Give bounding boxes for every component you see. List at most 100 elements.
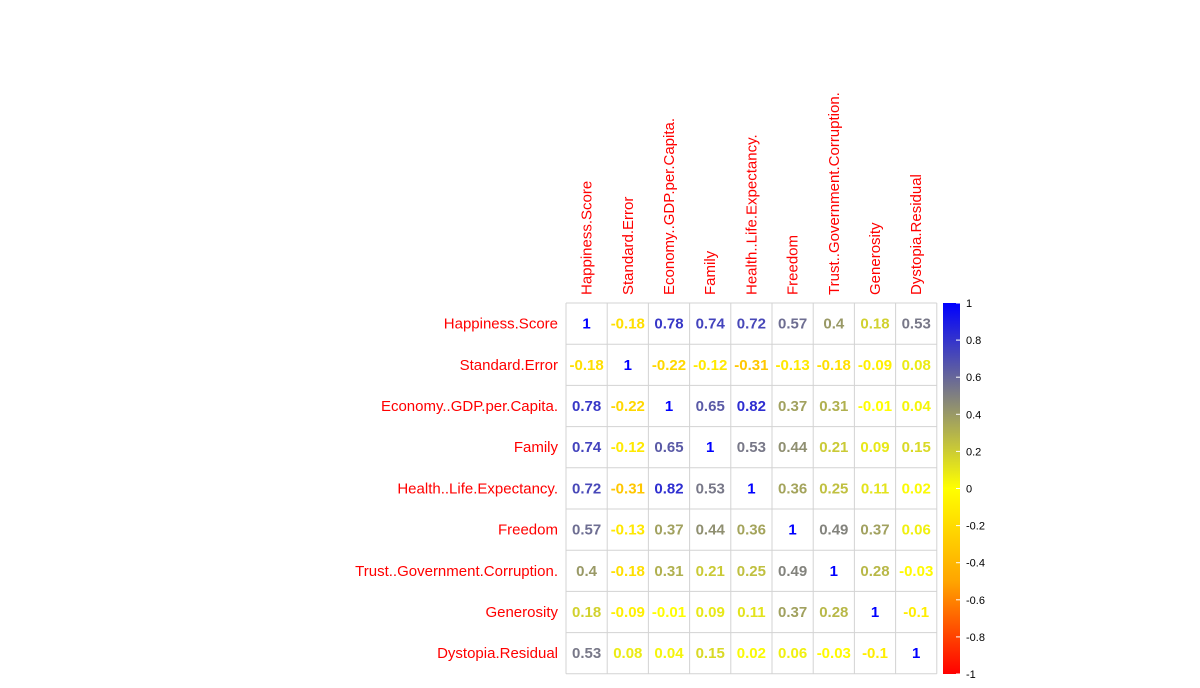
correlation-value: 0.09 (860, 439, 889, 456)
color-legend-tick-label: 0.4 (966, 409, 981, 421)
correlation-value: 0.49 (778, 563, 807, 580)
column-label: Trust..Government.Corruption. (826, 92, 843, 295)
correlation-value: -0.22 (611, 398, 645, 415)
correlation-value: 0.37 (860, 522, 889, 539)
row-label: Health..Life.Expectancy. (397, 480, 558, 497)
correlation-value: -0.18 (817, 357, 851, 374)
correlation-value: -0.31 (611, 480, 645, 497)
color-legend-tick-label: 0.6 (966, 372, 981, 384)
color-legend-gradient (943, 303, 960, 674)
correlation-value: 0.82 (654, 480, 683, 497)
column-label: Economy..GDP.per.Capita. (661, 118, 678, 295)
correlation-value: 0.18 (860, 316, 889, 333)
correlation-value: 0.11 (737, 604, 765, 621)
correlation-value: 0.65 (696, 398, 725, 415)
column-label: Dystopia.Residual (908, 174, 925, 295)
correlation-value: -0.12 (611, 439, 645, 456)
row-label: Freedom (498, 522, 558, 539)
row-label: Standard.Error (460, 357, 558, 374)
correlation-value: 0.21 (696, 563, 725, 580)
correlation-value: -0.22 (652, 357, 686, 374)
correlation-value: 0.21 (819, 439, 848, 456)
correlation-value: -0.12 (693, 357, 727, 374)
correlation-value: 1 (788, 522, 796, 539)
matrix-grid (565, 302, 938, 675)
correlation-value: 0.53 (696, 480, 725, 497)
correlation-value: 0.37 (654, 522, 683, 539)
correlation-value: 0.08 (902, 357, 931, 374)
correlation-value: 0.02 (902, 480, 931, 497)
correlation-value: 1 (706, 439, 714, 456)
correlation-value: 1 (582, 316, 590, 333)
correlation-value: 0.72 (737, 316, 766, 333)
correlation-value: 0.25 (737, 563, 766, 580)
row-label: Trust..Government.Corruption. (355, 563, 558, 580)
correlation-value: 0.78 (572, 398, 601, 415)
column-label: Standard.Error (620, 197, 637, 295)
color-legend-bar: 1 0.8 0.6 0.4 0.2 0 -0.2 -0.4 -0.6 -0.8 -1 (943, 298, 985, 681)
correlation-value: 0.53 (737, 439, 766, 456)
column-label: Generosity (867, 222, 884, 295)
column-label: Freedom (785, 235, 802, 295)
correlation-value: 0.15 (902, 439, 931, 456)
row-label: Generosity (485, 604, 558, 621)
correlation-value: -0.03 (899, 563, 933, 580)
color-legend-tick-label: -1 (966, 669, 976, 681)
correlation-value: -0.1 (903, 604, 929, 621)
correlation-value: -0.31 (734, 357, 768, 374)
correlation-value: 0.4 (576, 563, 598, 580)
matrix-cells: 1 -0.18 0.78 0.74 0.72 0.57 0.4 0.18 0.53 -0.18 1 -… (569, 316, 933, 663)
correlation-value: 1 (912, 645, 920, 662)
correlation-value: 0.74 (696, 316, 726, 333)
correlation-value: 1 (871, 604, 879, 621)
correlation-value: 0.44 (778, 439, 808, 456)
correlation-value: 0.57 (778, 316, 807, 333)
correlation-value: 0.06 (902, 522, 931, 539)
correlation-value: 0.18 (572, 604, 601, 621)
row-labels: Happiness.Score Standard.Error Economy..GD… (355, 316, 558, 663)
color-legend-tick-label: 0.8 (966, 335, 981, 347)
row-label: Happiness.Score (444, 316, 558, 333)
correlation-value: 0.65 (654, 439, 683, 456)
correlation-value: 1 (830, 563, 838, 580)
color-legend-tick-label: -0.6 (966, 595, 985, 607)
correlation-value: 0.49 (819, 522, 848, 539)
correlation-value: 1 (665, 398, 673, 415)
correlation-value: 0.31 (654, 563, 683, 580)
color-legend-tick-label: -0.8 (966, 632, 985, 644)
correlation-value: -0.18 (569, 357, 603, 374)
correlation-value: -0.13 (775, 357, 809, 374)
correlation-value: -0.01 (652, 604, 686, 621)
row-label: Economy..GDP.per.Capita. (381, 398, 558, 415)
correlation-value: 0.36 (778, 480, 807, 497)
correlation-value: -0.18 (611, 316, 645, 333)
correlation-value: -0.13 (611, 522, 645, 539)
column-label: Happiness.Score (579, 181, 596, 295)
correlation-value: 0.31 (819, 398, 848, 415)
correlation-value: -0.03 (817, 645, 851, 662)
correlation-value: 0.53 (902, 316, 931, 333)
correlation-value: -0.09 (611, 604, 645, 621)
correlation-value: -0.09 (858, 357, 892, 374)
correlation-value: -0.1 (862, 645, 888, 662)
color-legend-tick-label: 0 (966, 484, 972, 496)
correlation-value: 0.28 (860, 563, 889, 580)
correlation-value: 0.28 (819, 604, 848, 621)
column-label: Health..Life.Expectancy. (743, 134, 760, 295)
correlation-value: -0.01 (858, 398, 892, 415)
color-legend-tick-label: 1 (966, 298, 972, 310)
correlation-value: 0.02 (737, 645, 766, 662)
correlation-value: 0.37 (778, 604, 807, 621)
row-label: Dystopia.Residual (437, 645, 558, 662)
correlation-value: 0.08 (613, 645, 642, 662)
correlation-value: 0.4 (823, 316, 845, 333)
correlation-value: 0.04 (654, 645, 684, 662)
color-legend-tick-label: -0.2 (966, 521, 985, 533)
correlation-value: 0.44 (696, 522, 726, 539)
correlation-value: 0.82 (737, 398, 766, 415)
column-label: Family (702, 250, 719, 295)
correlation-value: 0.04 (902, 398, 932, 415)
correlation-value: 0.06 (778, 645, 807, 662)
color-legend-tick-label: 0.2 (966, 446, 981, 458)
